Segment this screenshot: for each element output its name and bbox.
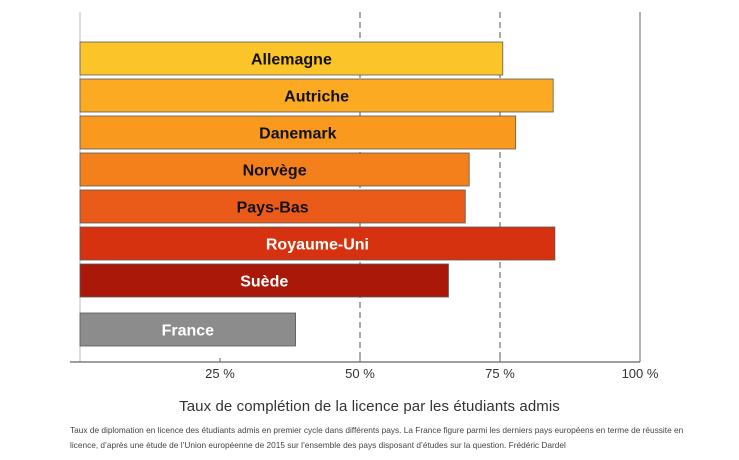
bar-france — [79, 312, 297, 347]
bar-label: Pays-Bas — [237, 200, 309, 217]
chart-title: Taux de complétion de la licence par les… — [179, 398, 560, 415]
x-tick-label: 50 % — [345, 366, 375, 381]
bar-label: Autriche — [284, 89, 349, 106]
bar-danemark — [79, 115, 517, 150]
bar-chart: Allemagne Autriche Danemark Norvège Pays-Bas… — [70, 12, 659, 381]
bar-royaume-uni — [79, 226, 556, 261]
bar-pays-bas — [79, 189, 466, 224]
figure-caption: Taux de diplomation en licence des étudi… — [70, 425, 684, 450]
bar-label: Norvège — [243, 163, 307, 180]
bar-label: Royaume-Uni — [266, 237, 369, 254]
x-tick-label: 100 % — [622, 366, 659, 381]
bar-norv-ge — [79, 152, 470, 187]
bars — [79, 41, 556, 347]
bar-label: Suède — [240, 274, 288, 291]
bar-label: Danemark — [259, 126, 336, 143]
x-tick-labels: 25 % 50 % 75 % 100 % — [205, 366, 659, 381]
x-tick-label: 75 % — [485, 366, 515, 381]
bar-labels: Allemagne Autriche Danemark Norvège Pays-Bas… — [162, 52, 369, 340]
bar-su-de — [79, 263, 449, 298]
gridlines — [359, 12, 501, 362]
x-tick-label: 25 % — [205, 366, 235, 381]
bar-label: France — [162, 323, 215, 340]
chart-area: Allemagne Autriche Danemark Norvège Pays-Bas… — [70, 12, 659, 381]
bar-allemagne — [79, 41, 504, 76]
bar-autriche — [79, 78, 554, 113]
bar-label: Allemagne — [251, 52, 332, 69]
